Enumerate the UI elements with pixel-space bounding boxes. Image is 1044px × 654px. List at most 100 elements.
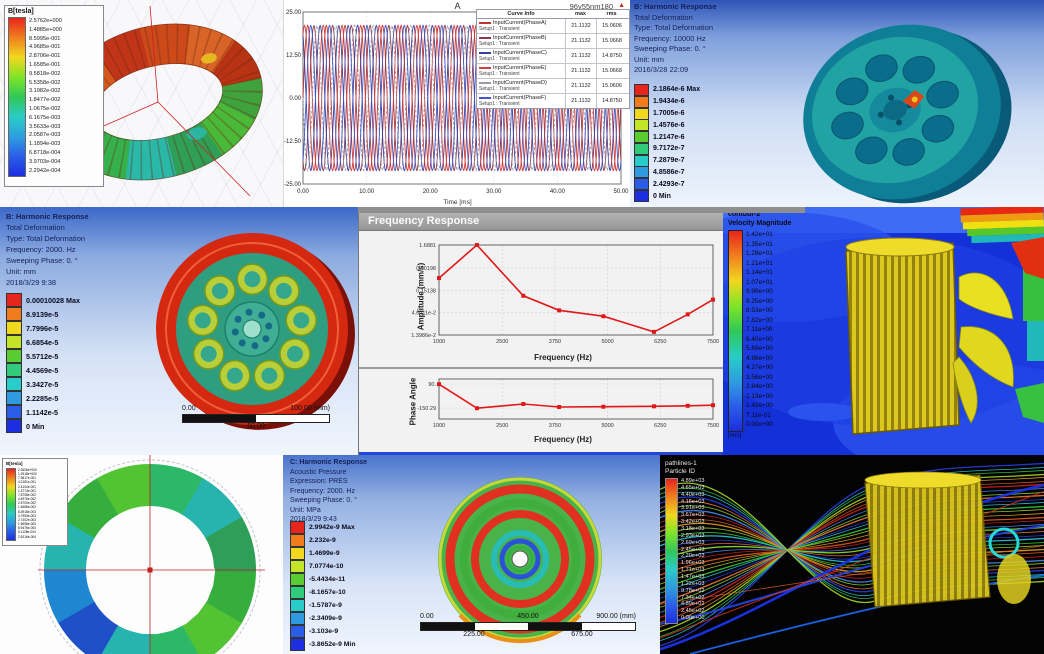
legend-value: 1.07e+01 xyxy=(746,278,773,286)
curve-name: InputCurrent(PhaseB) xyxy=(493,35,547,41)
deformation-legend: 0.00010028 Max 8.9139e-5 7.7996e-5 6.6854e-… xyxy=(6,293,80,433)
curve-setup: Setup1 : Transient xyxy=(479,71,520,77)
legend-value: 2.93e+03 xyxy=(681,532,705,539)
svg-text:6250: 6250 xyxy=(654,423,666,429)
svg-text:0.50198: 0.50198 xyxy=(416,266,436,272)
curve-rms: 15.0606 xyxy=(596,79,627,93)
curve-rows: InputCurrent(PhaseA) Setup1 : Transient … xyxy=(477,19,629,108)
legend-value: 1.2918e+000 xyxy=(18,472,37,477)
legend-values: 4.89e+03 4.65e+03 4.40e+03 4.16e+03 3.91e+03… xyxy=(681,478,705,624)
legend-color-cell xyxy=(290,573,305,586)
legend-value: 1.4686e-002 xyxy=(18,505,36,510)
curve-max: 21.1132 xyxy=(565,34,596,48)
curve-rms: 14.8750 xyxy=(596,94,627,108)
result-header: B: Harmonic Response Total Deformation Typ… xyxy=(6,211,89,288)
curve-setup: Setup1 : Transient xyxy=(479,101,520,107)
legend-row: 1.2147e-6 xyxy=(634,131,700,144)
maxwell-color-legend: B[tesla] 2.5762e+000 1.4885e+000 8.5995e-0… xyxy=(4,5,104,187)
legend-value: 2.69e+03 xyxy=(681,539,705,546)
header-line: Total Deformation xyxy=(6,223,65,232)
legend-row: -5.4434e-11 xyxy=(290,573,355,586)
col-curve-info: Curve Info xyxy=(507,11,535,17)
curve-line-swatch xyxy=(479,97,491,99)
legend-value: 4.89e+02 xyxy=(681,601,705,608)
curve-row[interactable]: InputCurrent(PhaseD) Setup1 : Transient … xyxy=(477,79,629,94)
window-titlebar[interactable]: Frequency Response xyxy=(359,212,724,231)
window-edge xyxy=(358,207,805,213)
panel-acoustic-pressure: C: Harmonic Response Acoustic Pressure Exp… xyxy=(283,455,660,654)
curve-line-swatch xyxy=(479,22,491,24)
legend-color-cell xyxy=(6,307,22,321)
curve-row[interactable]: InputCurrent(PhaseE) Setup1 : Transient … xyxy=(477,64,629,79)
legend-value: 1.42e+00 xyxy=(746,402,773,410)
wheel-deformation-view xyxy=(156,233,355,430)
legend-value: 7.82e+00 xyxy=(746,316,773,324)
legend-color-cell xyxy=(6,335,22,349)
legend-value: 4.2181e-001 xyxy=(18,480,36,485)
curve-row[interactable]: InputCurrent(PhaseB) Setup1 : Transient … xyxy=(477,34,629,49)
legend-value: 9.25e+00 xyxy=(746,297,773,305)
legend-value: 1.1894e-003 xyxy=(29,141,61,148)
legend-value: 5.69e+00 xyxy=(746,345,773,353)
legend-color-cell xyxy=(290,534,305,547)
legend-value: 5.5358e-002 xyxy=(29,79,61,86)
legend-color-cell xyxy=(290,586,305,599)
amplitude-chart: 1000 2500 3750 5000 6250 7500 1.6881 0.50198 0.1… xyxy=(411,243,719,345)
legend-value: 1.6585e-001 xyxy=(29,61,61,68)
legend-value: 2.7402e-003 xyxy=(18,517,36,522)
svg-text:5000: 5000 xyxy=(601,423,613,429)
legend-row: 0 Min xyxy=(6,419,80,433)
legend-value: 1.3774e-001 xyxy=(18,488,36,493)
legend-value: 2.20e+03 xyxy=(681,553,705,560)
svg-text:90.: 90. xyxy=(428,382,436,388)
legend-row: 3.3427e-5 xyxy=(6,377,80,391)
legend-color-cell xyxy=(6,293,22,307)
svg-text:10.00: 10.00 xyxy=(359,189,375,195)
header-line: Type: Total Deformation xyxy=(6,234,86,243)
legend-value: 2.5700e-002 xyxy=(18,501,36,506)
header-line: Frequency: 10000 Hz xyxy=(634,33,706,43)
legend-title-1: contour-2 xyxy=(728,211,761,218)
legend-row: 2.2285e-5 xyxy=(6,391,80,405)
legend-row: -3.103e-9 xyxy=(290,625,355,638)
legend-value: 8.53e+00 xyxy=(746,307,773,315)
curve-row[interactable]: InputCurrent(PhaseC) Setup1 : Transient … xyxy=(477,49,629,64)
curve-name: InputCurrent(PhaseE) xyxy=(493,65,547,71)
header-line: Sweeping Phase: 0. ° xyxy=(290,497,358,504)
legend-value: 7.34e+02 xyxy=(681,594,705,601)
legend-value: 3.9703e-004 xyxy=(29,158,61,165)
legend-value: 2.2285e-5 xyxy=(26,393,59,403)
header-line: Sweeping Phase: 0. ° xyxy=(6,256,78,265)
rotor-field-plot xyxy=(38,455,265,654)
legend-color-cell xyxy=(290,599,305,612)
curve-row[interactable]: InputCurrent(PhaseA) Setup1 : Transient … xyxy=(477,19,629,34)
svg-text:0.00: 0.00 xyxy=(289,96,301,102)
legend-value: 3.67e+03 xyxy=(681,512,705,519)
legend-value: 3.91e+03 xyxy=(681,505,705,512)
curve-row[interactable]: InputCurrent(PhaseF) Setup1 : Transient … xyxy=(477,94,629,108)
header-line: Acoustic Pressure xyxy=(290,468,347,476)
svg-text:25.00: 25.00 xyxy=(286,10,302,16)
header-line: Type: Total Deformation xyxy=(634,23,714,32)
legend-value: 4.7953e-003 xyxy=(18,513,36,518)
legend-row: 0 Min xyxy=(634,190,700,203)
legend-color-cell xyxy=(634,95,649,108)
legend-color-cell xyxy=(634,119,649,132)
particle-legend: pathlines-1 Particle ID 4.89e+03 4.65e+03… xyxy=(665,460,705,624)
scale-bar xyxy=(182,414,330,423)
header-line: 2018/3/29 9:43 xyxy=(290,516,337,523)
legend-row: -8.1657e-10 xyxy=(290,586,355,599)
legend-color-cell xyxy=(290,638,305,651)
svg-text:50.00: 50.00 xyxy=(613,189,629,195)
header-line: 2018/3/29 9:38 xyxy=(6,278,57,287)
legend-color-cell xyxy=(634,154,649,167)
legend-row: -1.5787e-9 xyxy=(290,599,355,612)
legend-value: 5.1128e-004 xyxy=(18,530,36,535)
curve-max: 21.1132 xyxy=(565,19,596,33)
svg-text:7500: 7500 xyxy=(707,339,719,345)
legend-color-cell xyxy=(6,321,22,335)
col-rms: rms xyxy=(606,11,617,17)
legend-value: 4.27e+00 xyxy=(746,364,773,372)
maxwell-color-legend: B[tesla] 2.2606e+000 1.2918e+000 7.3817e-0… xyxy=(2,458,68,546)
